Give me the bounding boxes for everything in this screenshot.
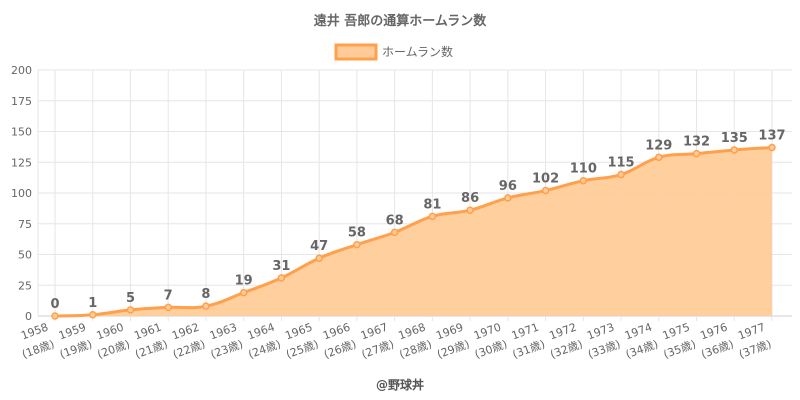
x-tick-label: 1965(25歳) xyxy=(283,321,320,362)
data-label: 135 xyxy=(721,131,748,146)
x-tick-label: 1975(35歳) xyxy=(661,321,698,362)
x-tick-label: 1966(26歳) xyxy=(321,321,358,362)
data-point[interactable] xyxy=(277,274,286,282)
data-point[interactable] xyxy=(353,240,361,249)
data-point[interactable] xyxy=(579,176,588,185)
data-point[interactable] xyxy=(164,303,172,312)
data-point[interactable] xyxy=(730,146,739,154)
legend[interactable]: ホームラン数 xyxy=(334,43,453,61)
x-tick-label: 1959(19歳) xyxy=(57,321,94,362)
data-point[interactable] xyxy=(390,228,399,237)
x-tick-label: 1969(29歳) xyxy=(434,321,471,362)
data-point[interactable] xyxy=(466,206,474,214)
data-point[interactable] xyxy=(504,194,512,202)
y-tick-label: 175 xyxy=(11,95,32,108)
data-label: 7 xyxy=(164,288,173,303)
y-tick-label: 100 xyxy=(11,187,32,200)
y-tick-label: 25 xyxy=(18,279,32,292)
data-point[interactable] xyxy=(655,153,663,162)
data-point[interactable] xyxy=(239,288,248,297)
data-label: 31 xyxy=(272,259,290,274)
x-tick-label: 1970(30歳) xyxy=(472,321,509,362)
legend-swatch[interactable] xyxy=(334,43,378,61)
data-label: 96 xyxy=(499,179,517,194)
y-tick-label: 150 xyxy=(11,126,32,139)
y-tick-label: 50 xyxy=(18,249,32,262)
x-tick-label: 1974(34歳) xyxy=(623,321,660,362)
data-point[interactable] xyxy=(88,311,97,319)
data-point[interactable] xyxy=(692,149,701,158)
data-point[interactable] xyxy=(768,143,776,152)
data-label: 47 xyxy=(310,239,328,254)
x-tick-label: 1977(37歳) xyxy=(736,321,773,362)
data-label: 8 xyxy=(201,287,210,302)
x-tick-label: 1958(18歳) xyxy=(19,321,56,362)
y-tick-label: 0 xyxy=(25,310,32,323)
data-point[interactable] xyxy=(617,170,625,179)
data-point[interactable] xyxy=(51,312,59,320)
data-point[interactable] xyxy=(315,254,323,262)
data-label: 5 xyxy=(126,291,135,306)
data-label: 19 xyxy=(235,274,253,289)
x-tick-label: 1972(32歳) xyxy=(548,321,585,362)
data-label: 110 xyxy=(570,162,597,177)
data-label: 81 xyxy=(423,197,441,212)
x-tick-label: 1976(36歳) xyxy=(699,321,736,362)
data-point[interactable] xyxy=(126,306,135,314)
y-tick-label: 125 xyxy=(11,156,32,169)
data-labels: 0 1 5 7 8 19 31 47 58 68 81 86 96 102 110 115 129 132 135 1… xyxy=(50,128,785,312)
x-tick-label: 1963(23歳) xyxy=(208,321,245,362)
x-tick-label: 1961(21歳) xyxy=(132,321,169,362)
x-tick-label: 1962(22歳) xyxy=(170,321,207,362)
y-tick-label: 75 xyxy=(18,218,32,231)
credit-text: @野球丼 xyxy=(376,377,424,392)
chart-title: 遠井 吾郎の通算ホームラン数 xyxy=(314,13,487,29)
series-area xyxy=(51,143,776,320)
data-label: 58 xyxy=(348,226,366,241)
legend-label[interactable]: ホームラン数 xyxy=(382,44,453,59)
y-tick-label: 200 xyxy=(11,64,32,77)
x-tick-label: 1967(27歳) xyxy=(359,321,396,362)
y-axis-ticks: 0 25 50 75 100 125 150 175 200 xyxy=(11,64,32,323)
data-label: 68 xyxy=(386,213,404,228)
data-label: 102 xyxy=(532,172,559,187)
data-label: 129 xyxy=(645,138,672,153)
x-tick-label: 1964(24歳) xyxy=(246,321,283,362)
data-point[interactable] xyxy=(541,186,550,195)
data-point[interactable] xyxy=(202,302,210,310)
data-label: 137 xyxy=(758,128,785,143)
x-tick-label: 1968(28歳) xyxy=(397,321,434,362)
x-tick-label: 1973(33歳) xyxy=(585,321,622,362)
x-tick-label: 1960(20歳) xyxy=(95,321,132,362)
data-label: 115 xyxy=(607,156,634,171)
x-axis-ticks: 1958(18歳)1959(19歳)1960(20歳)1961(21歳)1962… xyxy=(19,321,773,362)
data-label: 132 xyxy=(683,135,710,150)
x-tick-label: 1971(31歳) xyxy=(510,321,547,362)
data-point[interactable] xyxy=(428,212,437,221)
series-area-fill xyxy=(55,147,772,316)
data-label: 1 xyxy=(88,296,97,311)
data-label: 0 xyxy=(50,297,59,312)
data-label: 86 xyxy=(461,191,479,206)
